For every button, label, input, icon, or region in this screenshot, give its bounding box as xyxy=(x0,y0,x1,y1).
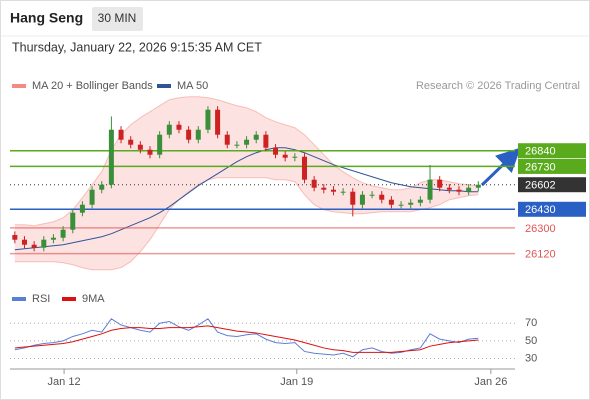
candle-body xyxy=(340,191,346,193)
x-tick-label: Jan 26 xyxy=(474,376,507,388)
candle-body xyxy=(60,229,66,238)
candle-body xyxy=(446,187,452,190)
forecast-arrow xyxy=(480,147,521,187)
candle-body xyxy=(89,189,95,205)
candle-body xyxy=(224,134,230,145)
candle-body xyxy=(99,184,105,190)
candle-body xyxy=(128,139,134,145)
candle-body xyxy=(379,194,385,200)
candle-body xyxy=(398,204,404,206)
candle-body xyxy=(456,189,462,192)
candle-body xyxy=(118,129,124,140)
candle-body xyxy=(302,156,308,180)
candle-body xyxy=(147,149,153,155)
candle-body xyxy=(350,191,356,205)
candle-body xyxy=(437,179,443,188)
candle-body xyxy=(253,134,259,140)
candle-body xyxy=(369,194,375,196)
level-label-box xyxy=(518,143,586,159)
timeframe[interactable]: 30 MIN xyxy=(98,11,137,25)
candle-body xyxy=(166,124,172,135)
candle-body xyxy=(244,139,250,145)
header-bar xyxy=(1,1,589,36)
candle-body xyxy=(215,109,221,135)
candle-body xyxy=(311,179,317,188)
candle-body xyxy=(292,156,298,158)
level-label-box xyxy=(518,201,586,217)
legend-swatch xyxy=(62,297,76,301)
y-tick-label: 50 xyxy=(525,335,537,347)
candle-body xyxy=(205,109,211,130)
candle-body xyxy=(195,129,201,140)
candle-body xyxy=(176,124,182,130)
legend-label: 9MA xyxy=(82,293,105,305)
candle-body xyxy=(108,129,114,185)
candle-body xyxy=(21,239,27,245)
level-label: 26430 xyxy=(525,204,556,216)
level-label: 26730 xyxy=(525,161,556,173)
level-label: 26120 xyxy=(525,248,556,260)
candle-body xyxy=(234,144,240,146)
legend-label: MA 20 + Bollinger Bands xyxy=(32,80,153,92)
level-label: 26602 xyxy=(525,180,556,192)
candle-body xyxy=(427,179,433,200)
x-tick-label: Jan 19 xyxy=(280,376,313,388)
ma50-line xyxy=(14,147,479,251)
title: Hang Seng xyxy=(10,10,83,26)
candle-body xyxy=(137,144,143,150)
candle-body xyxy=(157,134,163,155)
bollinger-line xyxy=(14,96,479,227)
timeframe-box[interactable] xyxy=(92,7,143,31)
candle-body xyxy=(466,187,472,192)
copyright: Research © 2026 Trading Central xyxy=(416,80,580,92)
legend-swatch xyxy=(12,297,26,301)
legend-swatch xyxy=(12,84,26,88)
candle-body xyxy=(12,235,18,240)
candle-body xyxy=(70,212,76,230)
candle-body xyxy=(79,204,85,213)
candle-body xyxy=(475,184,481,188)
candle-body xyxy=(50,237,56,240)
candle-body xyxy=(41,239,47,248)
level-label-box xyxy=(518,158,586,174)
series-line xyxy=(14,318,479,358)
candle-body xyxy=(273,147,279,155)
candle-body xyxy=(408,202,414,205)
x-tick-label: Jan 12 xyxy=(48,376,81,388)
legend-swatch xyxy=(157,84,171,88)
bollinger-line xyxy=(14,177,479,271)
candle-body xyxy=(321,187,327,190)
level-label: 26840 xyxy=(525,146,556,158)
candle-body xyxy=(417,199,423,203)
legend-label: RSI xyxy=(32,293,50,305)
legend-label: MA 50 xyxy=(177,80,208,92)
candle-body xyxy=(330,189,336,192)
timestamp: Thursday, January 22, 2026 9:15:35 AM CE… xyxy=(12,40,262,54)
y-tick-label: 70 xyxy=(525,317,537,329)
level-label: 26300 xyxy=(525,223,556,235)
candle-body xyxy=(282,154,288,158)
candle-body xyxy=(186,129,192,140)
candle-body xyxy=(31,244,37,248)
y-tick-label: 30 xyxy=(525,352,537,364)
level-label-box xyxy=(518,177,586,193)
candle-body xyxy=(359,194,365,205)
candle-body xyxy=(388,199,394,205)
candle-body xyxy=(263,134,269,148)
series-line xyxy=(14,325,479,353)
